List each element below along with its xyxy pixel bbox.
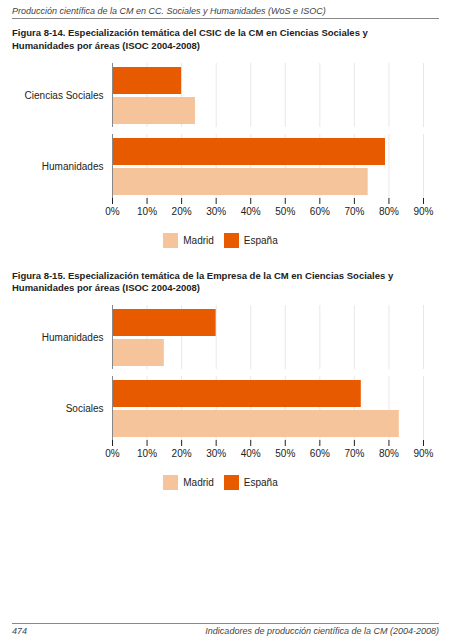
html-text:Figura 8-14. Especialización t: Figura 8-14. Especialización temática de… bbox=[12, 27, 368, 38]
html-text:474: 474 bbox=[12, 626, 27, 636]
svg-text:10%: 10% bbox=[137, 205, 157, 216]
svg-text:90%: 90% bbox=[413, 448, 433, 459]
svg-text:40%: 40% bbox=[241, 448, 261, 459]
svg-text:90%: 90% bbox=[413, 205, 433, 216]
svg-text:20%: 20% bbox=[172, 448, 192, 459]
html-text:Madrid: Madrid bbox=[183, 234, 214, 246]
svg-text:50%: 50% bbox=[275, 448, 295, 459]
svg-text:80%: 80% bbox=[379, 448, 399, 459]
svg-text:60%: 60% bbox=[310, 448, 330, 459]
html-text:Humanidades por áreas (ISOC 20: Humanidades por áreas (ISOC 2004-2008) bbox=[12, 282, 200, 294]
html-text:Madrid: Madrid bbox=[183, 477, 214, 489]
svg-text:Humanidades: Humanidades bbox=[42, 160, 104, 171]
svg-text:60%: 60% bbox=[310, 205, 330, 216]
svg-text:70%: 70% bbox=[344, 448, 364, 459]
svg-text:Ciencias Sociales: Ciencias Sociales bbox=[25, 89, 104, 100]
html-text:España: España bbox=[243, 234, 278, 246]
svg-text:40%: 40% bbox=[241, 205, 261, 216]
html-text:Indicadores de producción cien: Indicadores de producción científica de … bbox=[205, 626, 439, 636]
svg-text:70%: 70% bbox=[344, 205, 364, 216]
svg-text:30%: 30% bbox=[206, 205, 226, 216]
svg-text:0%: 0% bbox=[105, 205, 120, 216]
svg-text:50%: 50% bbox=[275, 205, 295, 216]
svg-text:80%: 80% bbox=[379, 205, 399, 216]
html-text:Producción científica de la CM: Producción científica de la CM en CC. So… bbox=[12, 6, 326, 16]
html-text:Humanidades por áreas (ISOC 20: Humanidades por áreas (ISOC 2004-2008) bbox=[12, 39, 200, 51]
html-text:Figura 8-15. Especialización t: Figura 8-15. Especialización temática de… bbox=[12, 269, 394, 281]
svg-text:20%: 20% bbox=[172, 205, 192, 216]
html-text:España: España bbox=[243, 477, 278, 489]
svg-text:0%: 0% bbox=[105, 448, 120, 459]
svg-text:10%: 10% bbox=[137, 448, 157, 459]
svg-text:Sociales: Sociales bbox=[66, 403, 104, 414]
svg-text:30%: 30% bbox=[206, 448, 226, 459]
svg-text:Humanidades: Humanidades bbox=[42, 332, 104, 343]
